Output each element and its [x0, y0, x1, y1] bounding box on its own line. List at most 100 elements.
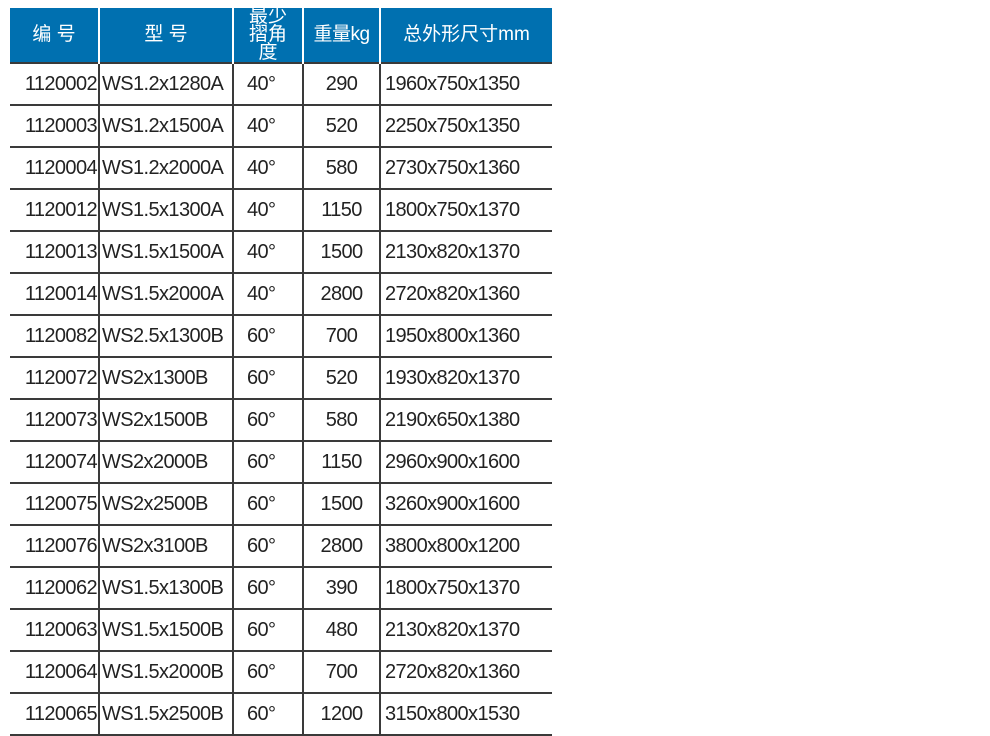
header-weight: 重量kg — [302, 8, 380, 63]
id-cell: 1120075 — [10, 482, 99, 525]
angle-cell: 60° — [232, 314, 303, 357]
model-cell: WS1.5x2500B — [98, 692, 233, 736]
dimensions-cell: 2130x820x1370 — [379, 608, 552, 651]
header-model: 型 号 — [98, 8, 233, 63]
weight-cell: 700 — [302, 650, 380, 693]
id-cell: 1120012 — [10, 188, 99, 231]
angle-cell: 40° — [232, 104, 303, 147]
table-row: 1120076 WS2x3100B 60° 2800 3800x800x1200 — [10, 524, 552, 567]
dimensions-cell: 2960x900x1600 — [379, 440, 552, 483]
table-row: 1120082 WS2.5x1300B 60° 700 1950x800x1360 — [10, 314, 552, 357]
dimensions-cell: 2720x820x1360 — [379, 650, 552, 693]
dimensions-cell: 2730x750x1360 — [379, 146, 552, 189]
weight-cell: 520 — [302, 104, 380, 147]
id-cell: 1120065 — [10, 692, 99, 736]
dimensions-cell: 1800x750x1370 — [379, 566, 552, 609]
model-cell: WS1.2x1280A — [98, 62, 233, 105]
weight-cell: 290 — [302, 62, 380, 105]
table-row: 1120012 WS1.5x1300A 40° 1150 1800x750x1370 — [10, 188, 552, 231]
id-cell: 1120004 — [10, 146, 99, 189]
dimensions-cell: 1950x800x1360 — [379, 314, 552, 357]
model-cell: WS1.2x1500A — [98, 104, 233, 147]
dimensions-cell: 3800x800x1200 — [379, 524, 552, 567]
table-row: 1120002 WS1.2x1280A 40° 290 1960x750x1350 — [10, 62, 552, 105]
table-row: 1120013 WS1.5x1500A 40° 1500 2130x820x1370 — [10, 230, 552, 273]
angle-cell: 40° — [232, 62, 303, 105]
table-row: 1120073 WS2x1500B 60° 580 2190x650x1380 — [10, 398, 552, 441]
angle-cell: 60° — [232, 398, 303, 441]
table-row: 1120074 WS2x2000B 60° 1150 2960x900x1600 — [10, 440, 552, 483]
weight-cell: 2800 — [302, 272, 380, 315]
model-cell: WS2x3100B — [98, 524, 233, 567]
id-cell: 1120002 — [10, 62, 99, 105]
header-row: 编 号 型 号 最少摺角度 重量kg 总外形尺寸mm — [10, 7, 552, 63]
dimensions-cell: 1800x750x1370 — [379, 188, 552, 231]
weight-cell: 1500 — [302, 230, 380, 273]
table-row: 1120014 WS1.5x2000A 40° 2800 2720x820x1360 — [10, 272, 552, 315]
model-cell: WS2x2000B — [98, 440, 233, 483]
weight-cell: 1200 — [302, 692, 380, 736]
angle-cell: 60° — [232, 482, 303, 525]
model-cell: WS1.5x1500A — [98, 230, 233, 273]
table-row: 1120072 WS2x1300B 60° 520 1930x820x1370 — [10, 356, 552, 399]
dimensions-cell: 2720x820x1360 — [379, 272, 552, 315]
weight-cell: 580 — [302, 398, 380, 441]
dimensions-cell: 1960x750x1350 — [379, 62, 552, 105]
spec-table: 编 号 型 号 最少摺角度 重量kg 总外形尺寸mm 1120002 WS1.2x… — [10, 7, 552, 736]
weight-cell: 2800 — [302, 524, 380, 567]
id-cell: 1120076 — [10, 524, 99, 567]
weight-cell: 700 — [302, 314, 380, 357]
weight-cell: 1500 — [302, 482, 380, 525]
model-cell: WS2x1300B — [98, 356, 233, 399]
id-cell: 1120062 — [10, 566, 99, 609]
header-dimensions: 总外形尺寸mm — [379, 8, 552, 63]
dimensions-cell: 2190x650x1380 — [379, 398, 552, 441]
table-row: 1120004 WS1.2x2000A 40° 580 2730x750x1360 — [10, 146, 552, 189]
angle-cell: 40° — [232, 230, 303, 273]
id-cell: 1120013 — [10, 230, 99, 273]
model-cell: WS1.5x2000A — [98, 272, 233, 315]
dimensions-cell: 3260x900x1600 — [379, 482, 552, 525]
model-cell: WS1.5x1300B — [98, 566, 233, 609]
dimensions-cell: 2250x750x1350 — [379, 104, 552, 147]
angle-cell: 40° — [232, 188, 303, 231]
id-cell: 1120073 — [10, 398, 99, 441]
id-cell: 1120064 — [10, 650, 99, 693]
model-cell: WS1.5x1300A — [98, 188, 233, 231]
angle-cell: 40° — [232, 272, 303, 315]
table-row: 1120064 WS1.5x2000B 60° 700 2720x820x1360 — [10, 650, 552, 693]
id-cell: 1120003 — [10, 104, 99, 147]
angle-cell: 60° — [232, 566, 303, 609]
angle-cell: 60° — [232, 524, 303, 567]
id-cell: 1120082 — [10, 314, 99, 357]
model-cell: WS1.5x1500B — [98, 608, 233, 651]
id-cell: 1120014 — [10, 272, 99, 315]
angle-cell: 60° — [232, 692, 303, 736]
weight-cell: 480 — [302, 608, 380, 651]
dimensions-cell: 3150x800x1530 — [379, 692, 552, 736]
angle-cell: 60° — [232, 440, 303, 483]
model-cell: WS1.2x2000A — [98, 146, 233, 189]
id-cell: 1120063 — [10, 608, 99, 651]
id-cell: 1120072 — [10, 356, 99, 399]
table-row: 1120075 WS2x2500B 60° 1500 3260x900x1600 — [10, 482, 552, 525]
model-cell: WS2.5x1300B — [98, 314, 233, 357]
model-cell: WS2x1500B — [98, 398, 233, 441]
weight-cell: 580 — [302, 146, 380, 189]
weight-cell: 1150 — [302, 440, 380, 483]
angle-cell: 40° — [232, 146, 303, 189]
weight-cell: 390 — [302, 566, 380, 609]
angle-cell: 60° — [232, 608, 303, 651]
id-cell: 1120074 — [10, 440, 99, 483]
angle-cell: 60° — [232, 356, 303, 399]
table-row: 1120065 WS1.5x2500B 60° 1200 3150x800x1530 — [10, 692, 552, 736]
angle-cell: 60° — [232, 650, 303, 693]
dimensions-cell: 2130x820x1370 — [379, 230, 552, 273]
table-row: 1120003 WS1.2x1500A 40° 520 2250x750x1350 — [10, 104, 552, 147]
model-cell: WS2x2500B — [98, 482, 233, 525]
weight-cell: 1150 — [302, 188, 380, 231]
weight-cell: 520 — [302, 356, 380, 399]
model-cell: WS1.5x2000B — [98, 650, 233, 693]
header-id: 编 号 — [10, 8, 99, 63]
table-row: 1120063 WS1.5x1500B 60° 480 2130x820x1370 — [10, 608, 552, 651]
